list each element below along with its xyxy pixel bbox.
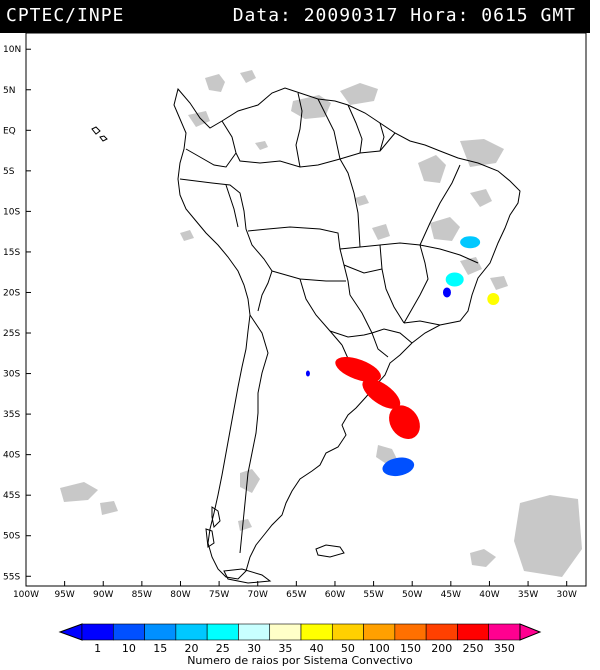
lightning-cluster	[335, 357, 381, 382]
colorbar-value: 350	[493, 642, 515, 655]
lightning-cluster	[362, 378, 401, 409]
colorbar-value: 15	[153, 642, 168, 655]
colorbar-value: 20	[184, 642, 199, 655]
timestamp: Data: 20090317 Hora: 0615 GMT	[233, 5, 576, 26]
colorbar-segment	[425, 623, 458, 641]
colorbar-title: Numero de raios por Sistema Convectivo	[187, 654, 413, 667]
lon-label: 90W	[93, 590, 113, 600]
colorbar-arrow-right	[519, 623, 542, 641]
lat-label: 25S	[3, 329, 20, 339]
colorbar-segment	[394, 623, 427, 641]
colorbar-value: 40	[309, 642, 324, 655]
colorbar-segment	[488, 623, 521, 641]
colorbar-value: 250	[462, 642, 484, 655]
date-value: 20090317	[303, 5, 399, 26]
colorbar-segment	[300, 623, 333, 641]
lat-label: 10N	[3, 45, 21, 55]
colorbar-segment	[144, 623, 177, 641]
colorbar-arrow-left	[58, 623, 83, 641]
colorbar	[58, 623, 542, 641]
time-label: Hora:	[410, 5, 470, 26]
coastline	[173, 87, 521, 580]
lon-label: 95W	[54, 590, 74, 600]
latitude-labels: 10N 5N EQ 5S 10S 15S 20S 25S 30S 35S 40S 45S 50S 55S	[3, 45, 21, 582]
colorbar-segment	[457, 623, 490, 641]
cloud-cover	[60, 70, 582, 577]
islands	[91, 126, 345, 584]
lon-label: 65W	[286, 590, 306, 600]
colorbar-value: 100	[368, 642, 390, 655]
lon-label: 60W	[325, 590, 345, 600]
colorbar-value: 30	[247, 642, 262, 655]
lon-label: 45W	[441, 590, 461, 600]
colorbar-segment	[269, 623, 302, 641]
lightning-cluster	[442, 287, 451, 298]
lat-label: 40S	[3, 451, 20, 461]
lat-label: 5S	[3, 167, 15, 177]
lon-label: 30W	[557, 590, 577, 600]
colorbar-segment	[175, 623, 208, 641]
lon-label: 70W	[248, 590, 268, 600]
map-frame	[25, 33, 587, 587]
lat-label: 10S	[3, 207, 20, 217]
colorbar-value: 1	[94, 642, 102, 655]
lightning-clusters	[305, 236, 500, 477]
colorbar-segment	[331, 623, 364, 641]
lightning-cluster	[389, 405, 420, 439]
time-value: 0615 GMT	[481, 5, 576, 26]
lightning-cluster	[382, 457, 415, 477]
colorbar-segment	[206, 623, 239, 641]
lon-label: 55W	[363, 590, 383, 600]
lat-label: 45S	[3, 491, 20, 501]
lon-label: 85W	[132, 590, 152, 600]
colorbar-value: 200	[431, 642, 453, 655]
lat-label: 35S	[3, 410, 20, 420]
lightning-cluster	[487, 292, 500, 305]
lightning-map: 10N5NEQ5S10S15S20S25S30S35S40S45S50S55S …	[3, 33, 587, 600]
longitude-labels: 100W 95W 90W 85W 80W 75W 70W 65W 60W 55W 50W 45W 40W…	[13, 590, 577, 600]
lightning-cluster	[460, 236, 481, 249]
lat-label: 55S	[3, 572, 20, 582]
colorbar-value: 50	[340, 642, 355, 655]
colorbar-segment	[363, 623, 396, 641]
date-label: Data:	[232, 5, 292, 26]
lightning-cluster	[445, 272, 464, 287]
lat-label: EQ	[3, 126, 16, 136]
source-label: CPTEC/INPE	[6, 5, 125, 26]
lat-label: 30S	[3, 370, 20, 380]
colorbar-value: 10	[121, 642, 136, 655]
colorbar-segment	[112, 623, 145, 641]
colorbar-segment	[238, 623, 271, 641]
colorbar-value: 150	[400, 642, 421, 655]
colorbar-value: 35	[278, 642, 293, 655]
lon-label: 80W	[170, 590, 190, 600]
lat-label: 15S	[3, 248, 20, 258]
lon-label: 35W	[518, 590, 538, 600]
lat-label: 5N	[3, 86, 15, 96]
lat-label: 50S	[3, 532, 20, 542]
axis-ticks	[25, 48, 568, 586]
lon-label: 100W	[13, 590, 39, 600]
colorbar-segment	[81, 623, 114, 641]
colorbar-value: 25	[215, 642, 230, 655]
lon-label: 75W	[209, 590, 229, 600]
lat-label: 20S	[3, 288, 20, 298]
title-bar: CPTEC/INPE Data: 20090317 Hora: 0615 GMT	[0, 0, 590, 33]
lightning-cluster	[305, 370, 310, 377]
lon-label: 50W	[402, 590, 422, 600]
lon-label: 40W	[479, 590, 499, 600]
